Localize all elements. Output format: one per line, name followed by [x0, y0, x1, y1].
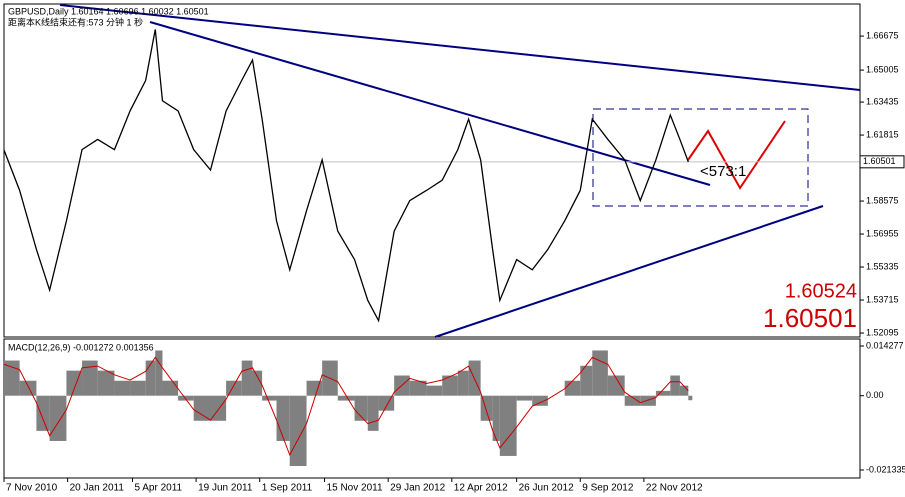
macd-bar: [4, 360, 20, 396]
macd-bar: [592, 350, 608, 396]
y-tick-label: 0.00: [866, 390, 884, 400]
macd-bar: [145, 360, 156, 396]
x-tick-label: 15 Nov 2011: [327, 483, 383, 494]
bid-label: 1.60501: [763, 303, 857, 333]
x-tick-label: 20 Jan 2011: [70, 483, 125, 494]
y-tick-label: 1.61815: [866, 129, 899, 139]
macd-bar: [155, 350, 163, 396]
x-tick-label: 9 Sep 2012: [582, 483, 634, 494]
macd-bar: [367, 395, 379, 431]
trendline: [59, 4, 861, 91]
macd-bar: [688, 395, 693, 401]
macd-bar: [162, 380, 179, 396]
macd-bar: [337, 395, 355, 401]
macd-panel: [3, 338, 861, 479]
macd-bar: [442, 375, 458, 396]
macd-bar: [97, 370, 115, 396]
macd-bar: [640, 395, 656, 406]
macd-bar: [130, 380, 146, 396]
macd-bar: [426, 385, 443, 396]
x-tick-label: 12 Apr 2012: [454, 483, 508, 494]
macd-label: MACD(12,26,9) -0.001272 0.001356: [8, 342, 154, 352]
macd-bar: [49, 395, 67, 441]
price-tag: [859, 155, 905, 169]
macd-bar: [457, 370, 469, 396]
macd-bar: [262, 395, 277, 401]
macd-bar: [564, 380, 581, 396]
y-tick-label: 1.55335: [866, 261, 899, 271]
macd-signal: [3, 356, 689, 457]
drawings: [59, 4, 861, 338]
chart-title: GBPUSD,Daily 1.60164 1.60696 1.60032 1.6…: [8, 6, 209, 16]
countdown-info: 距离本K线结束还有:573 分钟 1 秒: [8, 16, 143, 27]
x-tick-label: 26 Jun 2012: [519, 483, 574, 494]
y-tick-label: 1.66675: [866, 30, 899, 40]
macd-bar: [580, 365, 593, 396]
y-tick-label: 0.014277: [866, 340, 904, 350]
macd-bar: [409, 380, 427, 396]
macd-bar: [226, 380, 242, 396]
macd-bar: [306, 380, 323, 396]
macd-bar: [670, 375, 680, 396]
macd-bar: [492, 395, 500, 441]
macd-bar: [607, 375, 625, 396]
macd-bar: [289, 395, 307, 467]
y-tick-label: 1.63435: [866, 96, 899, 106]
y-tick-label: 1.58575: [866, 195, 899, 205]
x-tick-label: 19 Jun 2011: [198, 483, 253, 494]
macd-bar: [276, 395, 290, 441]
projection: [687, 120, 786, 190]
trendline: [434, 205, 824, 338]
price-panel: [3, 3, 861, 338]
macd-bar: [655, 390, 671, 396]
macd-bar: [499, 395, 517, 456]
y-tick-label: 1.56955: [866, 228, 899, 238]
macd-bar: [19, 380, 37, 396]
macd-bar: [252, 370, 263, 396]
macd-bar: [36, 395, 50, 431]
macd-bar: [82, 360, 98, 396]
macd-bar: [178, 395, 194, 401]
price-line: [3, 29, 689, 323]
x-tick-label: 7 Nov 2010: [6, 483, 58, 494]
macd-bar: [114, 380, 131, 396]
dashed-box: [592, 108, 809, 207]
macd-bar: [241, 360, 253, 396]
x-tick-label: 5 Apr 2011: [134, 483, 182, 494]
x-tick-label: 29 Jan 2012: [390, 483, 445, 494]
y-tick-label: 1.52095: [866, 327, 899, 337]
macd-bar: [193, 395, 211, 421]
macd-bar: [378, 395, 395, 411]
current-price-label: 1.60501: [863, 156, 896, 166]
y-tick-label: -0.021335: [866, 464, 905, 474]
trendline: [149, 21, 711, 186]
macd-bar: [516, 395, 533, 401]
x-tick-label: 1 Sep 2011: [262, 483, 313, 494]
countdown: <573:1: [700, 163, 746, 180]
macd-bar: [679, 385, 689, 396]
y-tick-label: 1.53715: [866, 294, 899, 304]
bid-label: 1.60524: [785, 280, 857, 302]
macd-bar: [354, 395, 368, 421]
x-tick-label: 22 Nov 2012: [646, 483, 703, 494]
y-tick-label: 1.65005: [866, 64, 899, 74]
macd-bar: [624, 395, 641, 406]
macd-bar: [532, 395, 548, 406]
